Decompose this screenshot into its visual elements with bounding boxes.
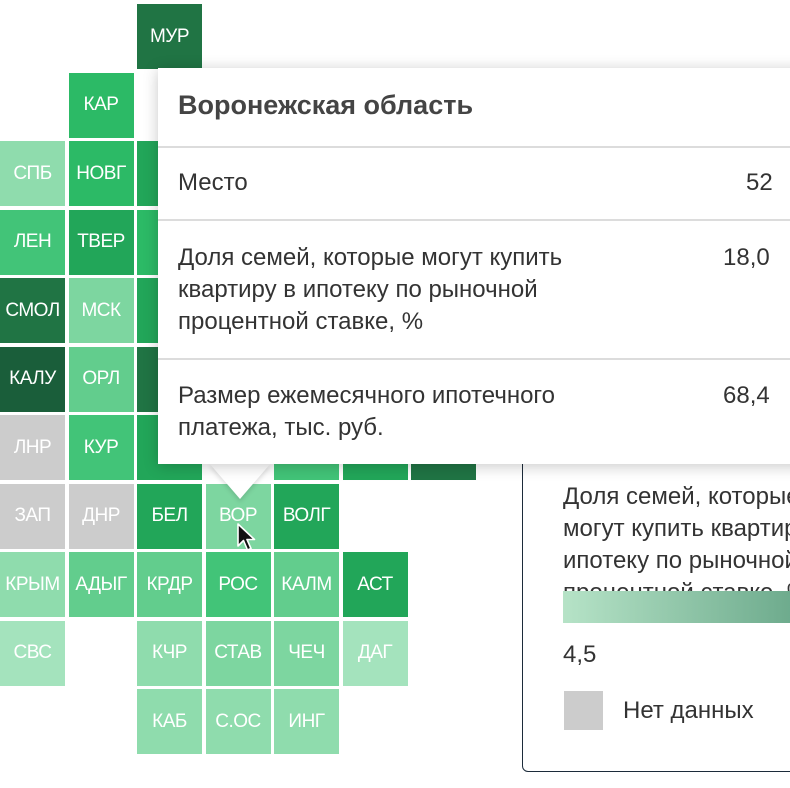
tooltip-divider xyxy=(158,219,790,221)
region-tile-аст[interactable]: АСТ xyxy=(342,552,408,617)
region-tile-лнр[interactable]: ЛНР xyxy=(0,415,65,480)
region-tile-бел[interactable]: БЕЛ xyxy=(137,483,202,549)
legend-nodata-swatch xyxy=(564,691,603,730)
region-tile-мск[interactable]: МСК xyxy=(68,278,134,343)
tooltip-divider xyxy=(158,146,790,148)
region-tile-с.ос[interactable]: С.ОС xyxy=(205,689,271,754)
region-tile-крдр[interactable]: КРДР xyxy=(137,552,202,617)
region-tile-став[interactable]: СТАВ xyxy=(205,620,271,686)
region-tile-адыг[interactable]: АДЫГ xyxy=(68,552,134,617)
region-tile-волг[interactable]: ВОЛГ xyxy=(274,483,339,549)
mouse-pointer-icon xyxy=(237,523,256,551)
region-tile-чеч[interactable]: ЧЕЧ xyxy=(274,620,339,686)
tooltip-pointer xyxy=(209,463,271,499)
region-tile-инг[interactable]: ИНГ xyxy=(274,689,339,754)
region-tile-калм[interactable]: КАЛМ xyxy=(274,552,339,617)
tooltip-payment-label: Размер ежемесячного ипотечного платежа, … xyxy=(178,382,556,441)
region-tile-рос[interactable]: РОС xyxy=(205,552,271,617)
region-tile-каб[interactable]: КАБ xyxy=(137,689,202,754)
region-tile-кар[interactable]: КАР xyxy=(68,72,134,138)
region-tile-зап[interactable]: ЗАП xyxy=(0,483,65,549)
tooltip-rank-value: 52 xyxy=(746,169,773,196)
legend-title: Доля семей, которые могут купить квартир… xyxy=(563,483,790,606)
region-tooltip: Воронежская область Место 52 Доля семей,… xyxy=(158,68,790,464)
region-tile-даг[interactable]: ДАГ xyxy=(342,620,408,686)
tooltip-share-value: 18,0 xyxy=(723,244,770,271)
tooltip-title: Воронежская область xyxy=(178,90,474,120)
region-tile-калу[interactable]: КАЛУ xyxy=(0,346,65,412)
region-tile-кур[interactable]: КУР xyxy=(68,415,134,480)
region-tile-мур[interactable]: МУР xyxy=(137,4,202,69)
region-tile-кчр[interactable]: КЧР xyxy=(137,620,202,686)
legend-color-scale xyxy=(563,591,790,623)
region-tile-днр[interactable]: ДНР xyxy=(68,483,134,549)
tooltip-share-label: Доля семей, которые могут купить квартир… xyxy=(178,244,563,335)
region-tile-орл[interactable]: ОРЛ xyxy=(68,346,134,412)
legend-panel: Доля семей, которые могут купить квартир… xyxy=(522,440,790,772)
legend-nodata-label: Нет данных xyxy=(623,697,754,724)
region-tile-спб[interactable]: СПБ xyxy=(0,141,65,206)
tooltip-payment-value: 68,4 xyxy=(723,382,770,409)
region-tile-новг[interactable]: НОВГ xyxy=(68,141,134,206)
legend-min-label: 4,5 xyxy=(563,641,597,668)
region-tile-твер[interactable]: ТВЕР xyxy=(68,209,134,275)
region-tile-смол[interactable]: СМОЛ xyxy=(0,278,65,343)
tooltip-divider xyxy=(158,358,790,360)
region-tile-лен[interactable]: ЛЕН xyxy=(0,209,65,275)
tooltip-rank-label: Место xyxy=(178,169,248,196)
region-tile-свс[interactable]: СВС xyxy=(0,620,65,686)
region-tile-крым[interactable]: КРЫМ xyxy=(0,552,65,617)
